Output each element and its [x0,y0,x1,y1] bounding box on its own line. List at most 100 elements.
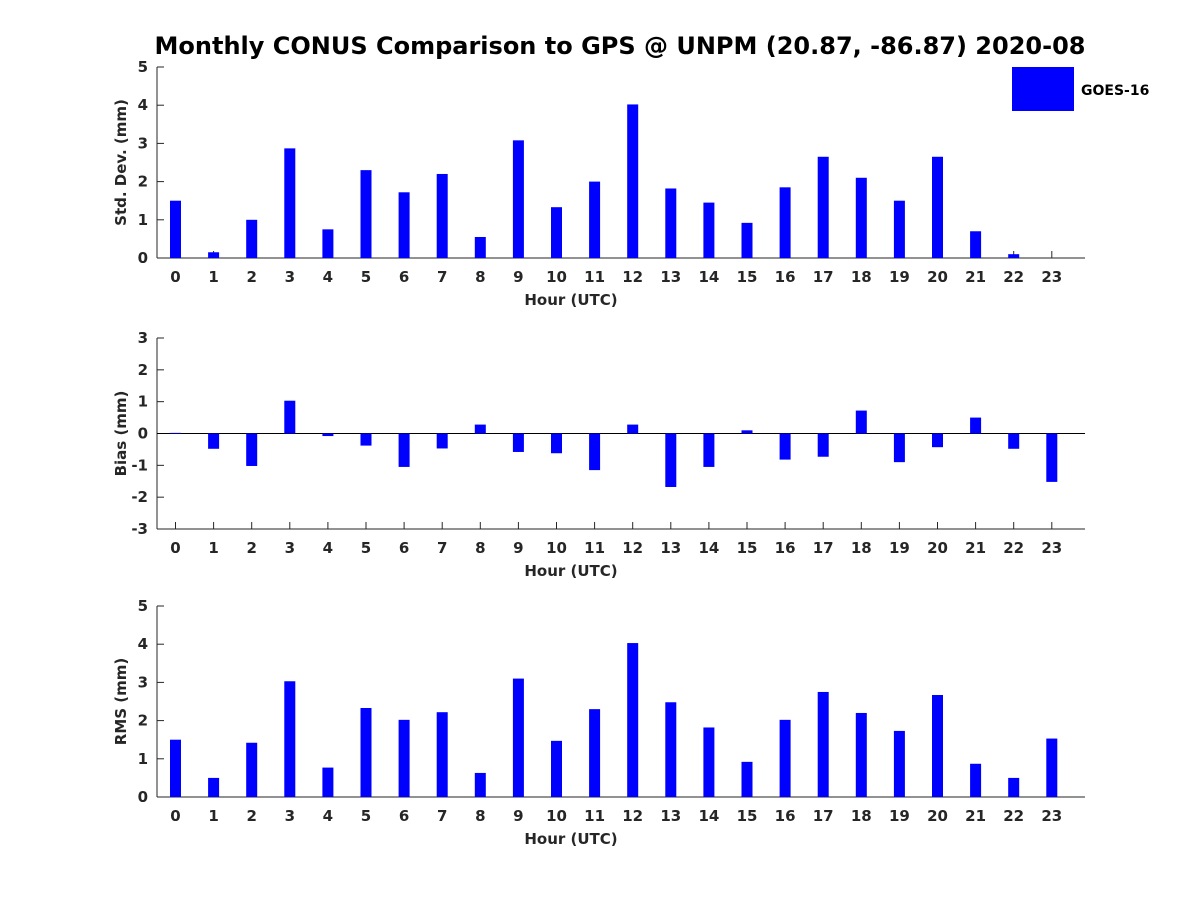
x-tick-label: 16 [775,268,796,286]
bar [1046,433,1058,482]
bar [893,433,905,463]
y-axis-label: Std. Dev. (mm) [112,99,130,226]
y-tick-label: -2 [131,488,148,506]
y-tick-label: 2 [138,712,148,730]
x-tick-label: 8 [475,539,485,557]
bar [855,712,867,797]
x-tick-label: 18 [851,268,872,286]
bar [398,433,410,467]
x-tick-label: 21 [965,268,986,286]
x-tick-label: 19 [889,268,910,286]
x-tick-label: 8 [475,268,485,286]
y-tick-label: 1 [138,393,148,411]
x-tick-label: 13 [660,807,681,825]
x-tick-label: 18 [851,807,872,825]
bar [589,709,601,797]
x-tick-label: 12 [622,807,643,825]
y-tick-label: 1 [138,750,148,768]
x-tick-label: 7 [437,807,447,825]
bar [817,691,829,797]
x-tick-label: 21 [965,539,986,557]
bar [970,231,982,258]
x-tick-label: 10 [546,268,567,286]
bar [627,104,639,258]
bar [932,156,943,258]
bar [817,156,829,258]
bar [741,430,753,434]
x-axis-label: Hour (UTC) [524,291,617,309]
x-tick-label: 3 [285,807,295,825]
y-tick-label: 4 [138,96,148,114]
chart-title: Monthly CONUS Comparison to GPS @ UNPM (… [155,32,1086,60]
bar [627,424,639,434]
x-tick-label: 1 [208,807,218,825]
bar [360,170,372,258]
x-tick-label: 6 [399,539,409,557]
x-axis-label: Hour (UTC) [524,830,617,848]
x-tick-label: 20 [927,539,948,557]
bar [627,643,639,797]
x-tick-label: 2 [246,268,256,286]
y-tick-label: 1 [138,211,148,229]
y-tick-label: -3 [131,520,148,538]
x-tick-label: 4 [323,539,333,557]
bar [284,400,296,434]
x-tick-label: 9 [513,268,523,286]
bar [246,433,258,466]
legend-label: GOES-16 [1081,83,1149,99]
x-tick-label: 12 [622,268,643,286]
x-tick-label: 23 [1041,807,1062,825]
y-tick-label: 3 [138,134,148,152]
x-tick-label: 13 [660,539,681,557]
y-tick-label: 0 [138,425,148,443]
legend: GOES-16 [1012,67,1149,111]
x-tick-label: 7 [437,539,447,557]
x-tick-label: 17 [813,807,834,825]
bar [551,740,562,797]
bar [360,707,372,797]
x-tick-label: 1 [208,268,218,286]
bar [970,763,982,797]
x-tick-label: 22 [1003,807,1024,825]
x-tick-label: 3 [285,268,295,286]
y-tick-label: 3 [138,673,148,691]
x-tick-label: 14 [698,268,719,286]
bar [893,200,905,258]
x-tick-label: 11 [584,268,605,286]
x-tick-label: 7 [437,268,447,286]
bar [779,187,791,258]
bar [474,236,486,258]
y-tick-label: 5 [138,58,148,76]
bar [1046,738,1058,797]
x-tick-label: 23 [1041,539,1062,557]
bar [1008,254,1020,258]
bar [322,433,334,437]
bar [170,739,181,797]
bar [246,742,258,797]
bar [436,173,448,258]
x-tick-label: 5 [361,268,371,286]
legend-swatch [1012,67,1074,111]
y-axis-label: Bias (mm) [112,391,130,477]
x-tick-label: 0 [170,539,180,557]
x-tick-label: 16 [775,539,796,557]
y-axis-label: RMS (mm) [112,658,130,745]
x-tick-label: 13 [660,268,681,286]
bar [170,200,181,258]
x-tick-label: 11 [584,539,605,557]
bar [665,188,677,258]
y-tick-label: 0 [138,788,148,806]
bar [436,712,448,797]
x-axis-label: Hour (UTC) [524,562,617,580]
bar [855,177,867,258]
bar [817,433,829,457]
bar [398,719,410,797]
bar [474,424,486,434]
y-tick-label: 0 [138,249,148,267]
bar [208,252,220,258]
x-tick-label: 19 [889,539,910,557]
x-tick-label: 16 [775,807,796,825]
bar [665,433,677,487]
